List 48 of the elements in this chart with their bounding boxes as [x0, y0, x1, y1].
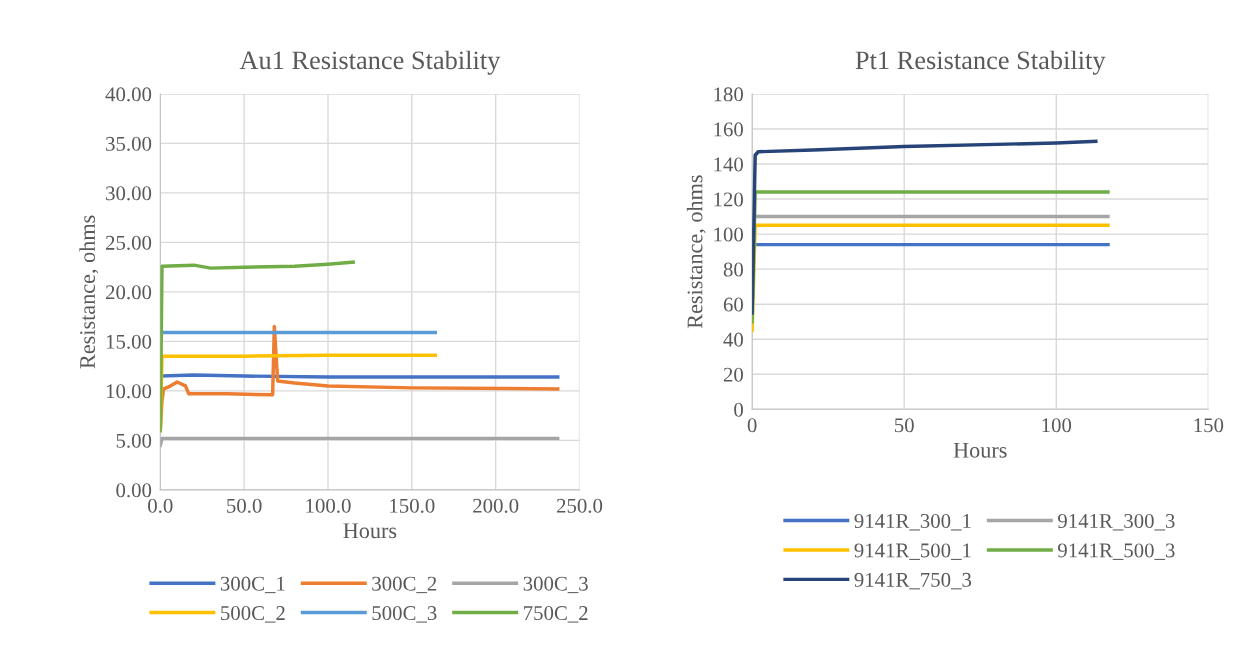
y-tick-label: 0	[734, 402, 743, 417]
chart-title: Pt1 Resistance Stability	[855, 50, 1106, 75]
y-tick-label: 40.00	[105, 87, 152, 102]
y-tick-label: 25.00	[106, 235, 152, 250]
legend-label: 9141R_500_3	[1057, 543, 1175, 560]
y-tick-label: 180	[714, 87, 743, 102]
legend-label: 300C_1	[220, 576, 285, 594]
x-tick-label: 150	[1194, 418, 1224, 433]
x-tick-label: 100	[1042, 418, 1072, 433]
y-tick-label: 20	[723, 367, 743, 382]
legend-label: 750C_2	[524, 606, 588, 623]
y-tick-label: 80	[723, 262, 743, 277]
x-tick-label: 50.0	[227, 498, 262, 513]
y-tick-label: 10.00	[106, 384, 152, 399]
legend-label: 500C_3	[372, 606, 437, 623]
legend-label: 500C_2	[221, 606, 285, 623]
line-series	[160, 260, 355, 433]
y-tick-label: 15.00	[106, 334, 152, 349]
legend-label: 9141R_300_3	[1057, 513, 1175, 531]
chart-title: Au1 Resistance Stability	[239, 50, 501, 75]
y-axis-title: Resistance, ohms	[79, 215, 99, 369]
x-axis-title: Hours	[343, 523, 397, 539]
x-tick-label: 100.0	[306, 498, 351, 513]
y-tick-label: 100	[714, 227, 743, 242]
y-tick-label: 60	[723, 297, 743, 312]
x-tick-label: 0	[747, 418, 757, 433]
y-tick-label: 30.00	[106, 186, 152, 201]
x-axis-title: Hours	[953, 442, 1007, 458]
x-tick-label: 250.0	[556, 498, 603, 513]
y-tick-label: 140	[714, 157, 743, 172]
y-tick-label: 120	[714, 192, 743, 207]
x-tick-label: 150.0	[390, 498, 435, 513]
legend-label: 9141R_300_1	[854, 513, 971, 531]
legend-label: 9141R_500_1	[854, 543, 971, 560]
y-tick-label: 20.00	[106, 285, 152, 300]
line-series	[752, 139, 1098, 315]
y-axis-title: Resistance, ohms	[686, 175, 706, 329]
legend-label: 9141R_750_3	[854, 572, 972, 590]
y-tick-label: 0.00	[116, 483, 152, 498]
x-tick-label: 200.0	[473, 498, 519, 513]
y-tick-label: 35.00	[106, 136, 152, 151]
y-tick-label: 5.00	[116, 433, 152, 448]
x-tick-label: 0.0	[148, 498, 173, 513]
legend-label: 300C_2	[372, 576, 437, 594]
x-tick-label: 50	[894, 418, 914, 433]
legend-label: 300C_3	[523, 576, 588, 594]
y-tick-label: 40	[723, 332, 743, 347]
y-tick-label: 160	[714, 122, 743, 137]
